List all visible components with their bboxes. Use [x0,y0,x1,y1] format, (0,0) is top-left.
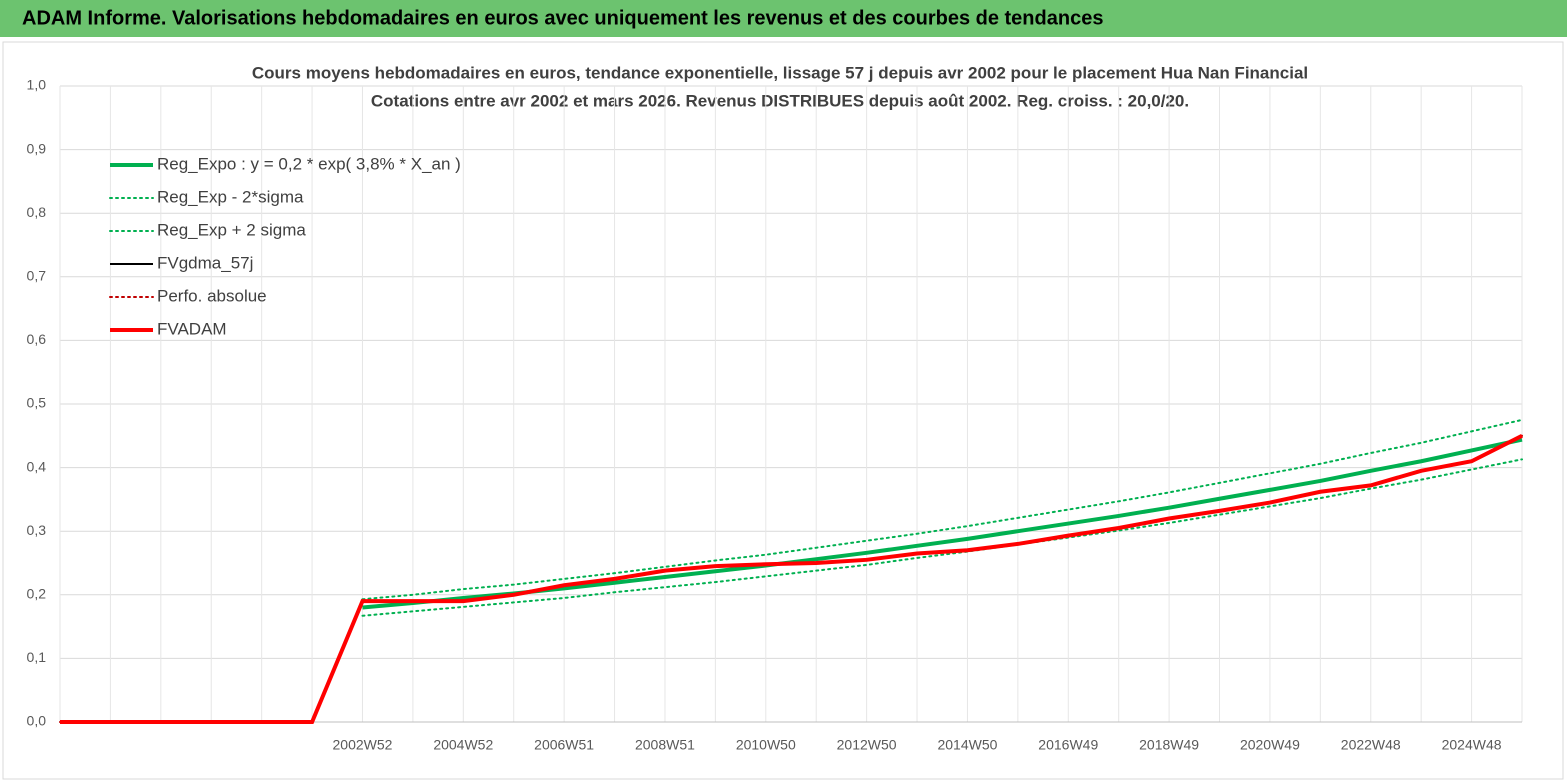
legend-label: Perfo. absolue [157,286,267,305]
y-tick-label: 0,1 [27,649,47,665]
y-tick-label: 1,0 [27,77,47,93]
legend-label: Reg_Expo : y = 0,2 * exp( 3,8% * X_an ) [157,154,461,173]
x-tick-label: 2014W50 [937,737,997,753]
y-tick-label: 0,7 [27,268,47,284]
x-tick-label: 2010W50 [736,737,796,753]
y-tick-label: 0,4 [27,458,47,474]
chart-frame [2,41,1564,780]
legend-label: FVgdma_57j [157,253,253,272]
x-tick-label: 2004W52 [433,737,493,753]
x-tick-label: 2016W49 [1038,737,1098,753]
header-title: ADAM Informe. Valorisations hebdomadaire… [22,7,1103,29]
y-tick-label: 0,0 [27,713,47,729]
chart-title: Cours moyens hebdomadaires en euros, ten… [252,63,1308,82]
series-line [361,418,1523,601]
series-line [60,434,1523,724]
y-tick-label: 0,2 [27,586,47,602]
y-tick-label: 0,6 [27,331,47,347]
y-tick-label: 0,5 [27,395,47,411]
y-tick-label: 0,3 [27,522,47,538]
y-tick-label: 0,9 [27,140,47,156]
header-bar [0,0,1567,37]
x-tick-label: 2008W51 [635,737,695,753]
series-line [361,458,1523,617]
x-tick-label: 2022W48 [1341,737,1401,753]
chart-subtitle: Cotations entre avr 2002 et mars 2026. R… [371,91,1189,110]
y-tick-label: 0,8 [27,204,47,220]
legend-label: Reg_Exp + 2 sigma [157,220,306,239]
legend-label: Reg_Exp - 2*sigma [157,187,304,206]
x-tick-label: 2024W48 [1442,737,1502,753]
series-line [362,437,1523,610]
x-tick-label: 2006W51 [534,737,594,753]
x-tick-label: 2020W49 [1240,737,1300,753]
legend-label: FVADAM [157,319,227,338]
x-tick-label: 2018W49 [1139,737,1199,753]
x-tick-label: 2002W52 [333,737,393,753]
x-tick-label: 2012W50 [837,737,897,753]
